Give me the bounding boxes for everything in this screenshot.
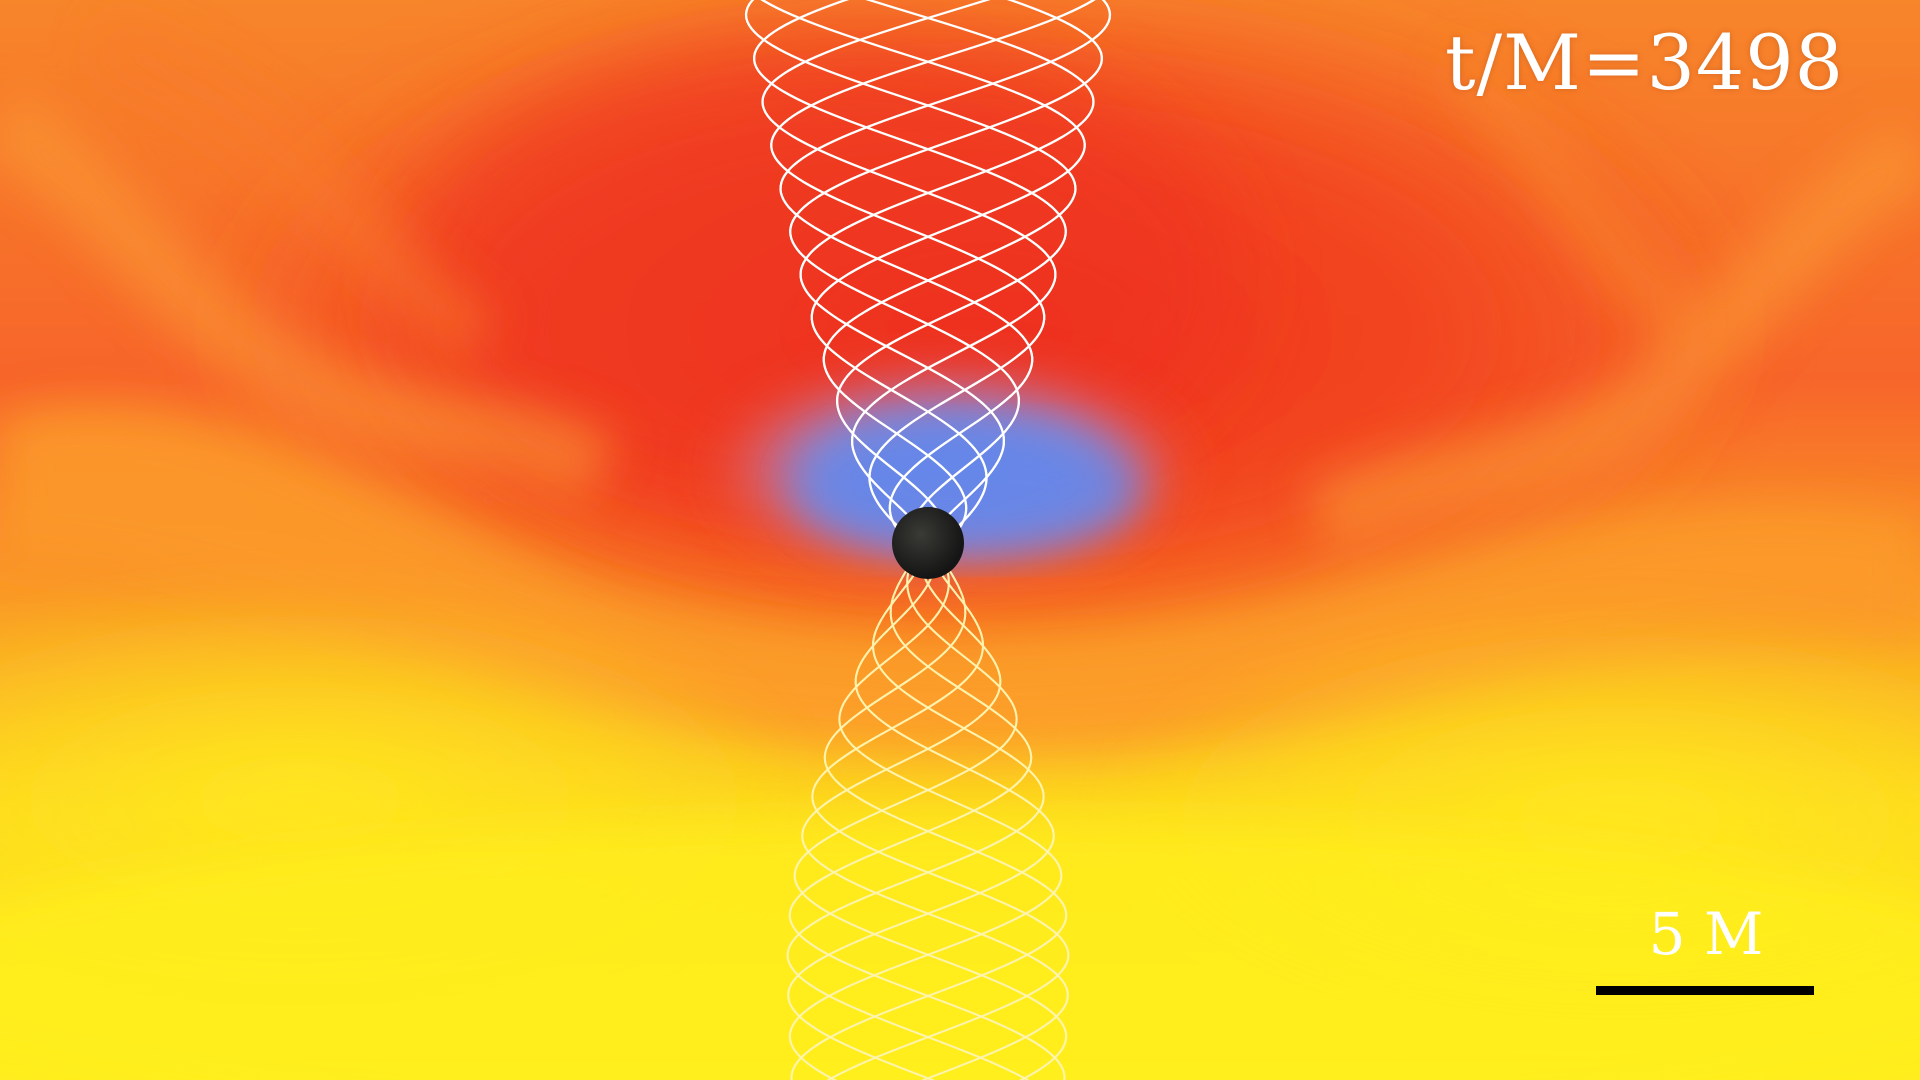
time-label: t/M=3498	[1444, 18, 1844, 107]
scale-label: 5 M	[1648, 900, 1764, 968]
upper-jet-field-lines	[744, 0, 1112, 545]
field-line	[793, 542, 1068, 1080]
field-line	[760, 0, 1086, 545]
field-line	[787, 542, 1055, 1080]
field-line	[801, 542, 1069, 1080]
field-line	[753, 0, 1067, 544]
lower-jet-field-lines	[786, 542, 1070, 1080]
field-line	[799, 0, 1095, 544]
field-line	[788, 542, 1063, 1080]
scale-bar	[1596, 986, 1814, 995]
field-line	[761, 0, 1057, 544]
inner-disk-core	[800, 428, 1140, 552]
field-line	[790, 542, 1068, 1080]
field-line	[770, 0, 1096, 545]
black-hole-horizon	[892, 507, 964, 579]
field-line	[811, 542, 1070, 1080]
field-line	[786, 542, 1045, 1080]
field-line	[779, 0, 1112, 545]
field-line	[789, 0, 1103, 544]
field-line	[744, 0, 1077, 545]
field-line	[788, 542, 1066, 1080]
cool-gas-bottom	[0, 820, 1920, 1080]
